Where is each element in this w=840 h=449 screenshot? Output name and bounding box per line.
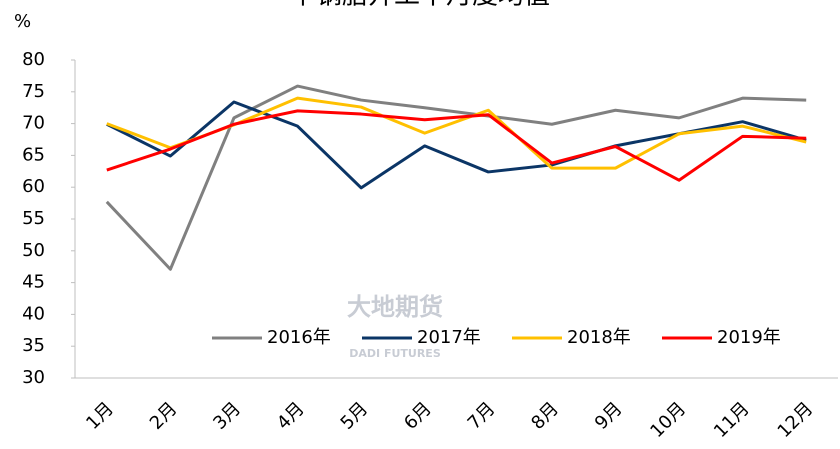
x-tick-label: 6月 [400,398,436,434]
watermark: 大地期货 [347,293,443,321]
chart-title: 半钢胎开工率月度均值 [290,0,550,11]
x-tick-label: 1月 [82,398,118,434]
y-tick-label: 65 [22,144,45,165]
line-series [105,84,807,271]
y-tick-label: 50 [22,240,45,261]
line-series [106,100,807,190]
y-tick-label: 75 [22,81,45,102]
x-tick-label: 9月 [591,398,627,434]
x-tick-label: 8月 [527,398,563,434]
x-tick-label: 2月 [146,398,182,434]
legend-label: 2017年 [417,327,481,348]
line-series [106,109,807,182]
y-tick-label: 45 [22,272,45,293]
x-tick-label: 11月 [710,398,754,442]
y-tick-label: 40 [22,303,45,324]
x-tick-label: 10月 [646,398,690,442]
y-tick-label: 70 [22,113,45,134]
legend-label: 2019年 [717,327,781,348]
y-tick-label: 60 [22,176,45,197]
watermark: DADI FUTURES [349,347,441,360]
legend-label: 2018年 [567,327,631,348]
x-tick-label: 5月 [337,398,373,434]
x-tick-label: 12月 [774,398,818,442]
x-tick-label: 3月 [209,398,245,434]
legend-label: 2016年 [267,327,331,348]
y-tick-label: 35 [22,335,45,356]
y-tick-label: 30 [22,367,45,388]
y-tick-label: 80 [22,49,45,70]
x-tick-label: 4月 [273,398,309,434]
x-tick-label: 7月 [464,398,500,434]
y-tick-label: 55 [22,208,45,229]
y-axis-label: % [14,11,31,32]
